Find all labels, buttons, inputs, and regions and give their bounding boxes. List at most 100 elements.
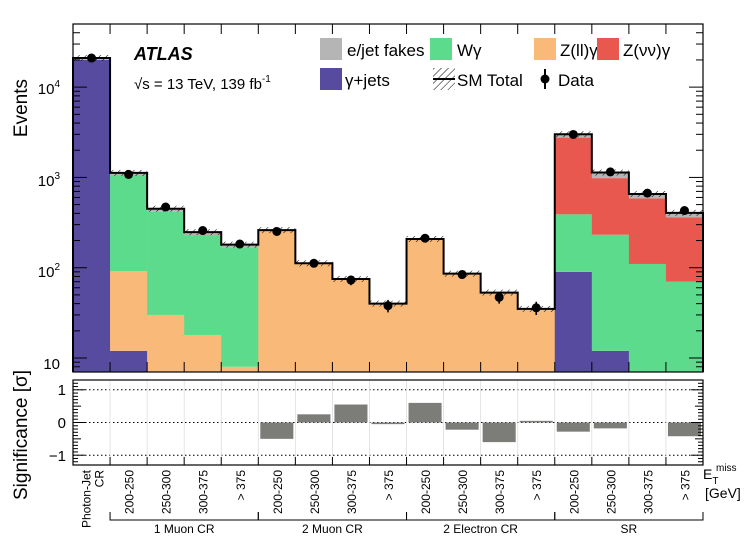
bar-znunugamma-15 (628, 198, 667, 264)
data-point-2 (161, 202, 171, 212)
data-point-15 (642, 188, 652, 198)
bar-zllgamma-12 (517, 310, 556, 372)
y-tick-labels-lower: 1 0 −1 (49, 382, 66, 465)
legend-label-gammajets: γ+jets (345, 71, 390, 90)
group-label-2: 2 Electron CR (443, 522, 518, 536)
legend-label-data: Data (558, 71, 594, 90)
significance-bar-5 (260, 422, 294, 439)
data-point-16 (679, 206, 689, 216)
x-tick-label-5: 200-250 (271, 470, 285, 514)
legend-label-zllgamma: Z(ll)γ (560, 41, 598, 60)
data-point-9 (420, 233, 430, 243)
legend-marker-data (540, 69, 550, 89)
bar-zllgamma-1 (110, 270, 148, 351)
bar-wgamma-13 (554, 214, 593, 272)
y-tick-label-1000: 103 (38, 171, 61, 190)
significance-bar-13 (556, 422, 590, 432)
category-groups: 1 Muon CR 2 Muon CR 2 Electron CR SR (109, 512, 704, 536)
x-tick-label-13: 200-250 (567, 470, 581, 514)
x-tick-label-7: 300-375 (345, 470, 359, 514)
significance-bar-10 (445, 422, 479, 430)
axis-ticks (72, 23, 704, 465)
y-tick-label-10000: 104 (38, 79, 61, 98)
group-label-3: SR (621, 522, 638, 536)
bar-zllgamma-2 (147, 314, 185, 372)
data-point-4 (235, 239, 245, 249)
bar-zllgamma-9 (406, 239, 444, 372)
x-tick-label-0: Photon-JetCR (80, 469, 107, 528)
significance-bar-14 (593, 422, 627, 429)
x-tick-label-12: > 375 (530, 470, 544, 501)
bar-gammajets-14 (591, 350, 630, 372)
bar-zllgamma-10 (443, 274, 481, 372)
significance-panel-contents (73, 380, 703, 465)
x-tick-label-16: > 375 (678, 470, 692, 501)
upper-stack-bars (73, 58, 704, 372)
group-label-1: 2 Muon CR (302, 522, 363, 536)
data-points (87, 53, 689, 315)
bar-znunugamma-13 (554, 137, 593, 215)
data-point-10 (457, 270, 467, 280)
y-axis-title-lower: Significance [σ] (11, 370, 32, 500)
bar-wgamma-3 (184, 235, 222, 335)
atlas-label: ATLAS (133, 44, 193, 64)
significance-bar-16 (667, 422, 701, 437)
x-tick-label-15: 300-375 (641, 470, 655, 514)
bar-zllgamma-8 (369, 304, 407, 372)
bar-gammajets-1 (110, 350, 148, 372)
significance-bar-8 (371, 422, 405, 425)
significance-bar-12 (519, 420, 553, 423)
bar-wgamma-2 (147, 211, 185, 315)
bar-zllgamma-3 (184, 334, 222, 372)
legend-swatch-gammajets (320, 68, 342, 90)
bar-gammajets-13 (554, 271, 593, 372)
data-point-3 (198, 226, 208, 236)
y-tick-label-10: 10 (43, 356, 60, 373)
legend-label-sm-total: SM Total (457, 71, 523, 90)
x-tick-label-9: 200-250 (419, 470, 433, 514)
x-tick-label-6: 250-300 (308, 470, 322, 514)
data-point-7 (346, 275, 356, 285)
x-axis-unit: [GeV] (705, 485, 741, 501)
bar-zllgamma-6 (295, 263, 333, 372)
y-tick-labels: 10 102 103 104 (38, 79, 61, 373)
legend: e/jet fakes Wγ Z(ll)γ Z(νν)γ γ+jets SM T… (320, 38, 671, 90)
significance-bar-9 (408, 402, 442, 423)
legend-swatch-zllgamma (534, 38, 556, 60)
data-point-14 (605, 167, 615, 177)
y-tick-label-lower-0: 0 (58, 415, 66, 432)
x-tick-label-8: > 375 (382, 470, 396, 501)
x-tick-label-3: 300-375 (197, 470, 211, 514)
bar-wgamma-14 (591, 234, 630, 351)
x-tick-label-1: 200-250 (123, 470, 137, 514)
bar-gammajets-0 (73, 59, 111, 372)
x-axis-title: ETmiss (703, 463, 737, 487)
bar-zllgamma-4 (221, 366, 259, 372)
bar-wgamma-15 (628, 263, 667, 372)
bar-znunugamma-16 (665, 217, 704, 282)
legend-swatch-znunugamma (597, 38, 619, 60)
data-point-12 (531, 303, 541, 313)
energy-label: √s = 13 TeV, 139 fb-1 (134, 74, 271, 93)
bar-znunugamma-14 (591, 178, 630, 235)
x-tick-label-4: > 375 (234, 470, 248, 501)
data-point-1 (124, 169, 134, 179)
x-tick-labels: Photon-JetCR 200-250 250-300 300-375 > 375 20… (80, 469, 693, 528)
data-point-5 (272, 226, 282, 236)
legend-label-wgamma: Wγ (457, 41, 482, 60)
bar-zllgamma-11 (480, 293, 519, 372)
legend-label-znunugamma: Z(νν)γ (623, 41, 671, 60)
legend-swatch-wgamma (430, 38, 452, 60)
y-tick-label-lower-1: 1 (58, 382, 66, 399)
significance-bar-7 (334, 404, 368, 423)
significance-bar-6 (297, 414, 331, 423)
bar-zllgamma-7 (332, 279, 370, 372)
x-tick-label-14: 250-300 (604, 470, 618, 514)
x-tick-label-11: 300-375 (493, 470, 507, 514)
y-tick-label-lower-minus1: −1 (49, 448, 66, 465)
group-label-0: 1 Muon CR (154, 522, 215, 536)
significance-bar-11 (482, 422, 516, 443)
data-point-0 (87, 53, 97, 63)
data-point-11 (494, 292, 504, 302)
